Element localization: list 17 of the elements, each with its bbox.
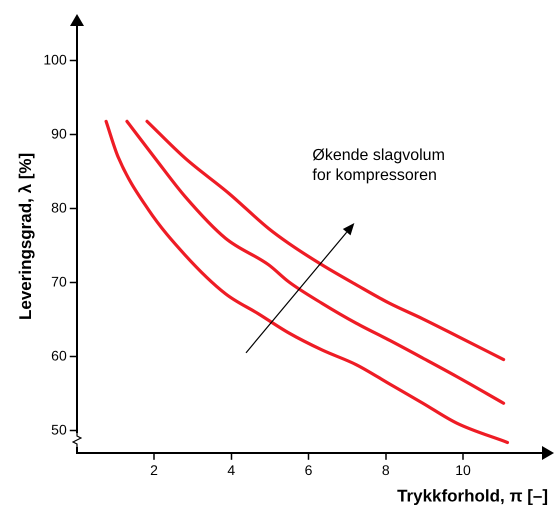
x-tick-label: 4 <box>227 462 236 478</box>
annotation: Økende slagvolum for kompressoren <box>312 146 445 186</box>
x-tick-label: 6 <box>304 462 313 478</box>
line-series <box>125 120 506 405</box>
line-series <box>104 120 510 444</box>
y-tick-label: 50 <box>51 421 67 438</box>
x-tick-label: 8 <box>382 462 390 478</box>
y-axis-title: Leveringsgrad, λ [%] <box>16 152 35 320</box>
y-tick-label: 90 <box>51 126 67 142</box>
line-series <box>145 120 506 362</box>
y-tick-label: 100 <box>43 52 67 68</box>
x-tick-label: 10 <box>455 462 472 478</box>
y-tick-label: 70 <box>51 274 67 290</box>
y-tick-label: 80 <box>51 200 67 216</box>
x-axis-title: Trykkforhold, π [–] <box>397 486 548 506</box>
x-tick-label: 2 <box>150 462 158 478</box>
y-tick-label: 60 <box>51 347 67 364</box>
